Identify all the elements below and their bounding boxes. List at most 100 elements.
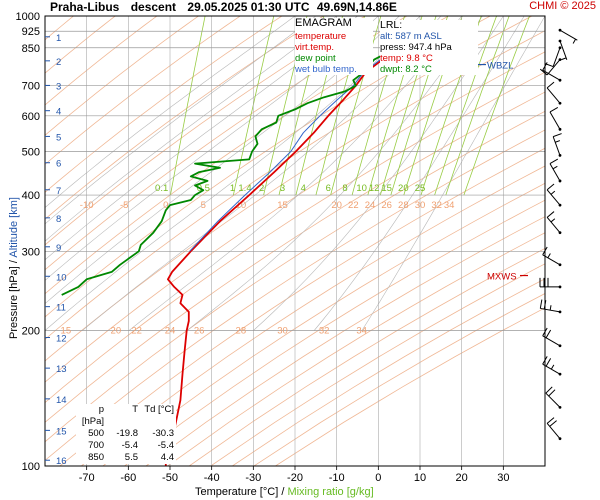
wind-barb-shaft <box>549 163 561 182</box>
dry-adiabat-label: 26 <box>381 200 392 211</box>
wind-barb-station <box>558 46 562 50</box>
isopleth-labels: 15 20 22 24 26 28 30 32 34-10 -5 0 5 10 15 20 22 24 26 28 3… <box>61 183 455 337</box>
legend-title: EMAGRAM <box>295 17 352 29</box>
wind-barb <box>542 327 562 348</box>
y-tick-label: 200 <box>22 326 40 338</box>
mixing-ratio-label: 8 <box>342 183 347 194</box>
altitude-tick-label: 10 <box>56 272 67 283</box>
wind-barb <box>539 58 562 76</box>
altitude-tick-label: 1 <box>56 33 61 44</box>
level-table: p [hPa] T Td [°C] 500 -19.8 -30.3 700 -5… <box>76 404 176 464</box>
dry-adiabat-label: 15 <box>61 326 72 337</box>
wind-barb-feather <box>549 107 559 113</box>
y-tick-label: 300 <box>22 246 40 258</box>
altitude-tick-label: 15 <box>56 426 67 437</box>
table-row: 850 5.5 4.4 <box>76 452 176 464</box>
mixing-ratio-label: 3 <box>280 183 285 194</box>
dry-adiabat-label: 28 <box>236 326 247 337</box>
legend-item-virt-temp: virt.temp. <box>295 42 335 53</box>
dry-adiabat-line <box>45 129 545 461</box>
level-markers: MXWS WBZL <box>478 61 528 283</box>
wind-barb-half-feather <box>555 140 561 143</box>
y-axis-title: Pressure [hPa] / Altitude [km] <box>8 193 20 343</box>
wind-barb-half-feather <box>547 253 551 259</box>
x-tick-label: 20 <box>456 472 468 484</box>
wind-barb-station <box>558 285 562 289</box>
y-axis-title-pressure: Pressure [hPa] <box>8 266 20 339</box>
dry-adiabat-line <box>232 278 545 466</box>
wind-barb-station <box>558 179 562 183</box>
dry-adiabat-label: -10 <box>80 200 94 211</box>
x-tick-label: -40 <box>204 472 220 484</box>
legend-item-wet-bulb: wet bulb temp. <box>295 64 357 75</box>
y-axis-title-sep: / <box>8 257 20 267</box>
altitude-tick-label: 9 <box>56 243 61 254</box>
lrl-press: press: 947.4 hPa <box>380 42 452 53</box>
wind-barb-feather <box>549 158 559 165</box>
wind-barb-feather <box>542 356 548 365</box>
lrl-alt: alt: 587 m ASL <box>380 31 442 42</box>
wind-barb <box>546 183 562 207</box>
y-tick-label: 100 <box>22 461 40 473</box>
y-tick-label: 500 <box>22 146 40 158</box>
wind-barb-feather <box>546 81 555 89</box>
grid <box>45 16 545 466</box>
wind-barb-shaft <box>542 69 561 81</box>
dry-adiabat-line <box>167 232 545 466</box>
wind-barb-half-feather <box>552 165 558 170</box>
wind-barb-station <box>558 28 562 32</box>
x-tick-label: -60 <box>120 472 136 484</box>
mixing-ratio-label: 0.5 <box>197 183 210 194</box>
wind-barb-feather <box>544 63 554 68</box>
wind-barb <box>542 246 562 267</box>
table-row: 700 -5.4 -5.4 <box>76 440 176 452</box>
lrl-temp: temp: 9.8 °C <box>380 53 433 64</box>
mixing-ratio-label: 1 <box>230 183 235 194</box>
dry-adiabat-label: 30 <box>415 200 426 211</box>
dry-adiabat-label: 15 <box>277 200 288 211</box>
dry-adiabat-label: 24 <box>365 200 376 211</box>
table-cell: 4.4 <box>160 452 174 463</box>
chart-header: Praha-Libus descent 29.05.2025 01:30 UTC… <box>50 0 397 14</box>
wind-barb-station <box>558 405 562 409</box>
dew-point-line <box>61 25 414 296</box>
dry-adiabat-line <box>188 247 545 466</box>
dry-adiabat-label: 28 <box>398 200 409 211</box>
mixing-ratio-label: 12 <box>369 183 380 194</box>
mixing-ratio-label: 1.4 <box>238 183 251 194</box>
mixing-ratio-label: 15 <box>381 183 392 194</box>
wind-barb-shaft <box>559 40 568 60</box>
wind-barb-shaft <box>545 392 561 408</box>
wind-barb-shaft <box>546 189 561 206</box>
wind-barb-station <box>558 154 562 157</box>
altitude-tick-label: 8 <box>56 214 61 225</box>
dry-adiabat-label: 34 <box>356 326 367 337</box>
table-row: 500 -19.8 -30.3 <box>76 428 176 440</box>
altitude-tick-label: 16 <box>56 456 67 467</box>
wind-barb <box>546 417 562 441</box>
wind-barb-station <box>558 263 562 267</box>
dry-adiabat-line <box>45 91 545 423</box>
dry-adiabat-line <box>145 216 545 466</box>
dry-adiabat-line <box>45 110 545 443</box>
table-cell: -5.4 <box>157 440 174 451</box>
sounding-mode: descent <box>130 0 177 14</box>
altitude-tick-label: 13 <box>56 364 67 375</box>
wind-barb <box>546 81 562 105</box>
wind-barb-shaft <box>559 29 578 41</box>
y-axis-title-altitude: Altitude [km] <box>8 197 20 258</box>
copyright: CHMI © 2025 <box>529 0 596 12</box>
wind-barb-shaft <box>546 423 561 440</box>
mixing-ratio-label: 4 <box>301 183 306 194</box>
wind-barb <box>542 356 562 376</box>
lrl-title: LRL: <box>380 19 403 31</box>
dry-adiabat-label: 5 <box>201 200 206 211</box>
dry-adiabat-label: 22 <box>348 200 359 211</box>
wind-barb <box>546 211 562 235</box>
table-header-p: p [hPa] <box>81 404 104 427</box>
wind-barb <box>558 39 568 61</box>
y-tick-label: 925 <box>22 26 40 38</box>
legend-item-dew-point: dew point <box>295 53 336 64</box>
dry-adiabat-line <box>45 71 545 404</box>
